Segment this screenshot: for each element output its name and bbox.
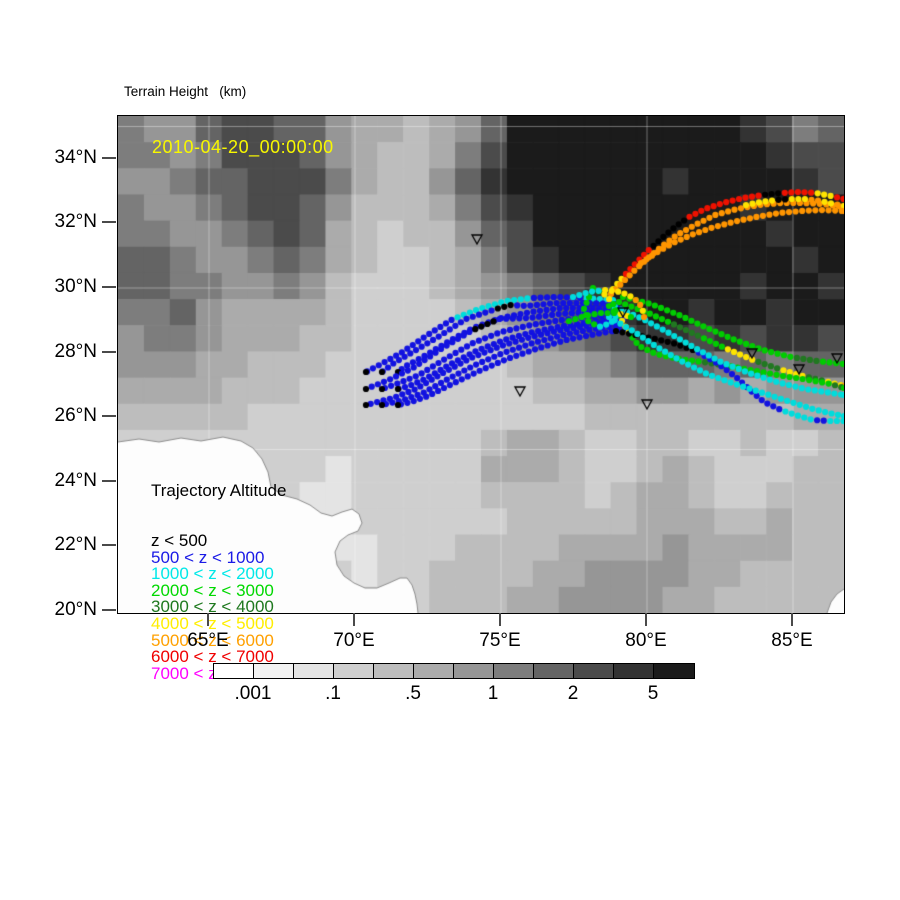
- x-axis-label: 80°E: [625, 630, 667, 651]
- legend-title: Trajectory Altitude: [151, 481, 287, 501]
- terrain-colorbar: [213, 663, 695, 679]
- y-axis-label: 26°N: [54, 405, 97, 427]
- colorbar-tick-label: 1: [487, 683, 499, 704]
- y-axis-tick: [102, 221, 116, 224]
- colorbar-segment: [214, 664, 254, 678]
- colorbar-segment: [374, 664, 414, 678]
- colorbar-tick-label: 5: [647, 683, 659, 704]
- colorbar-segment: [454, 664, 494, 678]
- y-axis-label: 24°N: [54, 469, 97, 491]
- colorbar-segment: [614, 664, 654, 678]
- colorbar-segment: [534, 664, 574, 678]
- y-axis-label: 20°N: [54, 599, 97, 620]
- colorbar-segment: [494, 664, 534, 678]
- legend-entry: 3000 < z < 4000: [151, 597, 274, 617]
- colorbar-segment: [294, 664, 334, 678]
- legend-entry: 6000 < z < 7000: [151, 647, 274, 667]
- colorbar-segment: [654, 664, 694, 678]
- timestamp-label: 2010-04-20_00:00:00: [152, 137, 334, 157]
- y-axis-label: 22°N: [54, 534, 97, 556]
- legend-entry: 5000 < z < 6000: [151, 630, 274, 650]
- y-axis-label: 34°N: [54, 146, 97, 168]
- x-axis-label: 70°E: [333, 630, 375, 651]
- legend-entry: 500 < z < 1000: [151, 547, 265, 567]
- x-axis-tick: [499, 613, 501, 626]
- x-axis-label: 85°E: [771, 630, 813, 651]
- colorbar-tick-label: 2: [567, 683, 579, 704]
- plot-title: Terrain Height (km): [124, 84, 247, 99]
- legend-entry: 4000 < z < 5000: [151, 613, 274, 633]
- colorbar-tick-label: .1: [325, 683, 341, 704]
- y-axis-tick: [102, 156, 116, 159]
- colorbar-segment: [414, 664, 454, 678]
- colorbar-segment: [334, 664, 374, 678]
- y-axis-tick: [102, 350, 116, 353]
- y-axis-label: 32°N: [54, 211, 97, 233]
- x-axis-tick: [791, 613, 793, 626]
- legend-entry: 2000 < z < 3000: [151, 580, 274, 600]
- x-axis-label: 75°E: [479, 630, 521, 651]
- x-axis-label: 65°E: [187, 630, 229, 651]
- y-axis-tick: [102, 544, 116, 547]
- legend-entry: z < 500: [151, 530, 208, 550]
- legend-entry: 1000 < z < 2000: [151, 564, 274, 584]
- map-canvas: [118, 116, 844, 613]
- colorbar-segment: [574, 664, 614, 678]
- colorbar-segment: [254, 664, 294, 678]
- y-axis-label: 28°N: [54, 340, 97, 362]
- y-axis-tick: [102, 415, 116, 418]
- map-frame: 2010-04-20_00:00:00 Trajectory Altitude …: [117, 115, 845, 682]
- y-axis-tick: [102, 609, 116, 611]
- colorbar-tick-label: .001: [234, 683, 272, 704]
- y-axis-tick: [102, 479, 116, 482]
- colorbar-tick-label: .5: [405, 683, 421, 704]
- x-axis-tick: [353, 613, 355, 626]
- trajectory-altitude-legend: Trajectory Altitude z < 500 500 < z < 100…: [151, 450, 286, 682]
- y-axis-label: 30°N: [54, 276, 97, 297]
- x-axis-tick: [645, 613, 647, 626]
- x-axis-tick: [207, 613, 209, 626]
- y-axis-tick: [102, 286, 116, 288]
